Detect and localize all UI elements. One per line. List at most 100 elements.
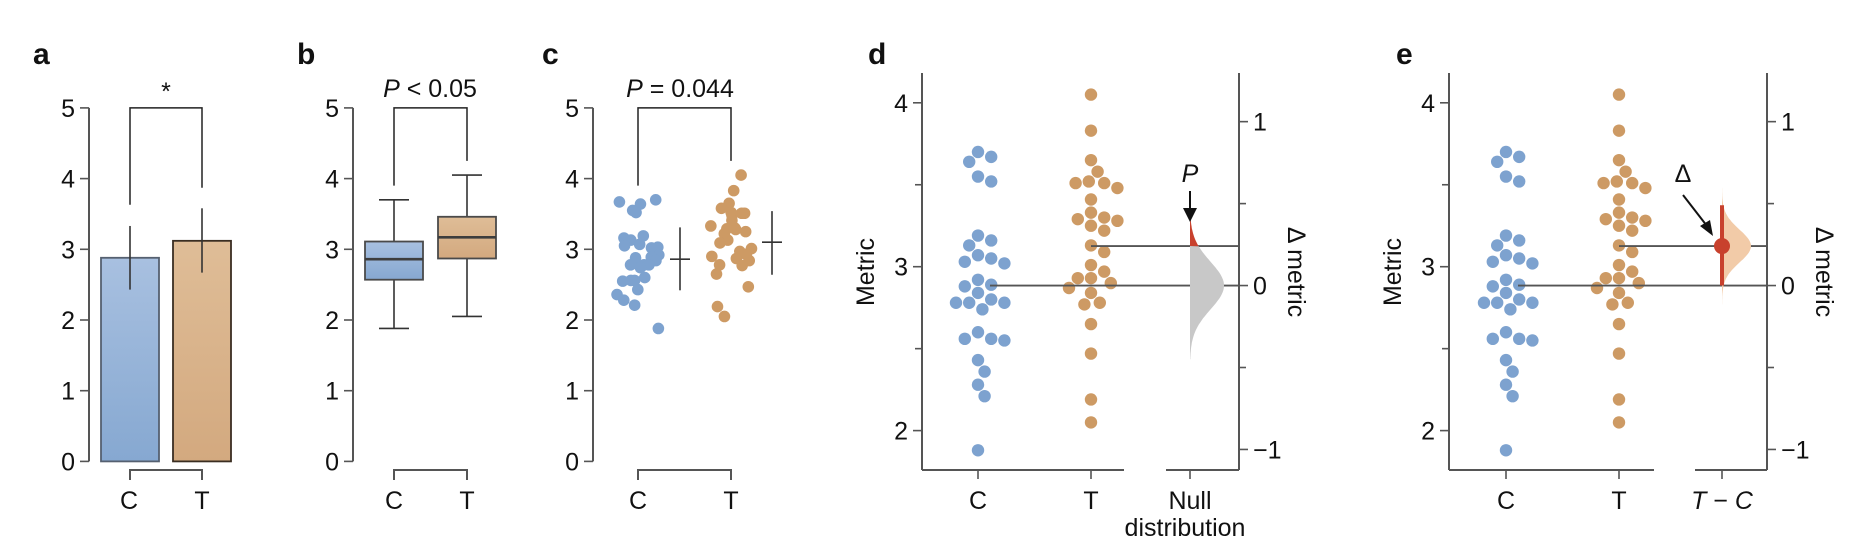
x-label-e-diff: T − C [1691,487,1754,515]
x-label-e-diff-c: C [1735,487,1754,515]
y2-tick-label: −1 [1253,436,1282,464]
data-point-C [1486,255,1500,268]
data-point-T [1612,416,1626,429]
data-point-T [1084,416,1098,429]
data-point-C [632,283,644,296]
bar-C [100,256,160,463]
data-point-T [1098,224,1111,237]
data-point-T [1612,124,1626,137]
data-point-C [1504,303,1517,316]
data-point-C [1526,334,1539,347]
y-tick-label: 2 [565,307,579,335]
y-tick-label: 5 [61,95,75,123]
data-point-C [1486,332,1500,346]
data-point-T [1084,347,1098,360]
data-point-C [958,332,971,346]
data-point-C [613,196,626,208]
panel-d-null-distribution-plot: 2 3 4 −1 0 1 Metric Δ metric P [852,73,1310,479]
y2-tick-label: 1 [1253,109,1267,137]
data-point-T [1612,317,1626,331]
p-annotation: P [1182,160,1199,188]
data-point-T [1082,175,1096,188]
data-point-C [963,155,976,169]
data-point-T [1612,258,1626,272]
data-point-C [618,294,630,307]
data-point-C [1499,353,1513,367]
y-tick-label: 2 [61,307,75,335]
data-point-C [958,280,971,293]
data-point-T [1626,211,1639,224]
data-point-T [1626,176,1639,190]
data-point-C [971,229,985,242]
delta-arrow-shaft [1682,194,1708,227]
data-point-T [714,237,726,249]
data-point-T [1093,296,1107,309]
data-point-C [1526,257,1539,270]
x-label-c-t: T [723,487,738,515]
data-point-C [652,322,665,335]
data-point-C [633,238,646,251]
y-tick-label: 1 [565,378,579,406]
data-point-T [718,310,731,323]
data-point-T [1084,88,1098,101]
x-label-a-c: C [120,487,138,515]
data-point-C [976,303,989,316]
panel-a-bar-chart: 0 1 2 3 4 5 * [61,78,232,480]
y-tick-label: 3 [61,236,75,264]
data-point-T [727,184,740,197]
data-point-T [710,268,723,280]
data-point-C [1499,444,1513,457]
data-point-C [978,365,991,378]
data-point-C [998,296,1011,309]
significance-star: * [161,78,171,106]
data-point-C [971,273,985,287]
data-point-T [1612,206,1626,219]
data-point-T [1098,176,1111,190]
data-point-C [971,326,985,339]
p-value-text: < 0.05 [400,75,477,103]
data-point-T [706,250,718,263]
data-point-C [985,150,998,164]
data-point-T [1632,276,1646,290]
panel-label-a: a [33,38,50,71]
data-point-C [985,175,998,188]
data-point-C [949,296,963,309]
y-tick-label: 2 [894,418,908,446]
data-point-T [1599,212,1613,226]
data-point-C [1499,378,1513,391]
data-point-T [705,220,717,232]
data-point-C [1491,239,1504,252]
p-value-tail [1190,216,1199,247]
data-point-C [1526,296,1539,309]
y-tick-label: 0 [325,448,339,476]
y-tick-label: 0 [61,448,75,476]
data-point-T [1084,193,1098,206]
x-axis-bracket [637,469,732,480]
x-label-e-t: T [1611,487,1626,515]
data-point-C [1513,332,1526,346]
y-axis-title: Metric [852,238,880,306]
data-point-T [1069,176,1082,190]
panel-b-box-plot: 0 1 2 3 4 5 P < 0.05 [325,75,497,480]
data-point-T [713,259,726,271]
x-label-e-diff-minus: − [1706,487,1735,515]
data-point-T [729,223,742,236]
y-tick-label: 3 [325,236,339,264]
panel-label-b: b [297,38,315,71]
x-label-d-distribution: distribution [1125,514,1246,541]
y-tick-label: 3 [1421,254,1435,282]
data-point-T [1610,175,1624,188]
data-point-C [1499,286,1513,300]
p-arrow-head [1183,208,1197,222]
data-point-C [985,252,998,265]
data-point-C [971,170,985,183]
x-label-d-null: Null [1168,487,1211,515]
data-point-C [1477,296,1491,309]
y-tick-label: 2 [325,307,339,335]
x-label-d-t: T [1083,487,1098,515]
y2-tick-label: 0 [1781,273,1795,301]
data-point-C [645,242,658,254]
data-point-T [1084,124,1098,137]
x-label-b-t: T [459,487,474,515]
y2-tick-label: 1 [1781,109,1795,137]
